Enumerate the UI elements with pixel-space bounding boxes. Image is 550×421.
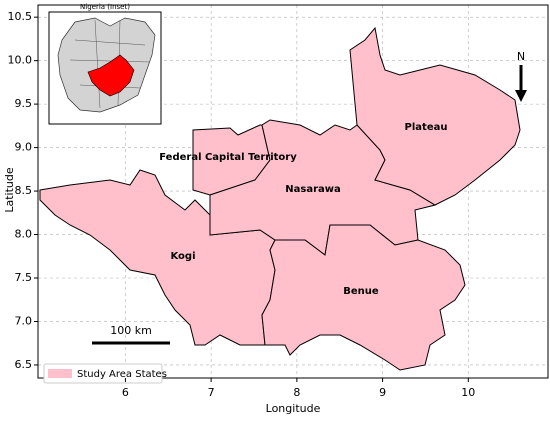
legend-box <box>43 363 163 384</box>
inset-study-area <box>87 54 135 97</box>
north-label: N <box>517 50 525 63</box>
state-label: Plateau <box>405 122 448 133</box>
y-tick-label: 9.0 <box>15 141 33 154</box>
y-tick-label: 8.5 <box>15 184 33 197</box>
state-plateau <box>349 26 521 206</box>
legend-patch <box>48 369 72 378</box>
north-arrow-head <box>515 90 527 102</box>
legend: Study Area States <box>43 363 167 384</box>
x-tick-label: 10 <box>461 386 475 399</box>
y-tick-label: 10.0 <box>8 54 33 67</box>
y-tick-label: 8.0 <box>15 228 33 241</box>
y-tick-label: 10.5 <box>8 10 33 23</box>
scale-bar-label: 100 km <box>110 324 152 337</box>
states <box>39 26 521 371</box>
x-tick-label: 7 <box>208 386 215 399</box>
y-axis-label: Latitude <box>3 167 16 213</box>
inset-title: Nigeria (Inset) <box>80 3 130 11</box>
x-tick-label: 6 <box>122 386 129 399</box>
state-benue <box>261 224 466 371</box>
x-tick-label: 9 <box>379 386 386 399</box>
inset: Nigeria (Inset) <box>48 3 162 125</box>
state-label: Kogi <box>170 251 195 262</box>
x-axis-label: Longitude <box>266 402 321 415</box>
y-tick-label: 7.0 <box>15 314 33 327</box>
state-label: Federal Capital Territory <box>159 152 297 163</box>
y-tick-label: 6.5 <box>15 358 33 371</box>
state-label: Benue <box>343 286 379 297</box>
y-tick-label: 7.5 <box>15 271 33 284</box>
y-tick-label: 9.5 <box>15 97 33 110</box>
x-tick-label: 8 <box>293 386 300 399</box>
legend-label: Study Area States <box>77 369 167 380</box>
state-label: Nasarawa <box>285 184 340 195</box>
